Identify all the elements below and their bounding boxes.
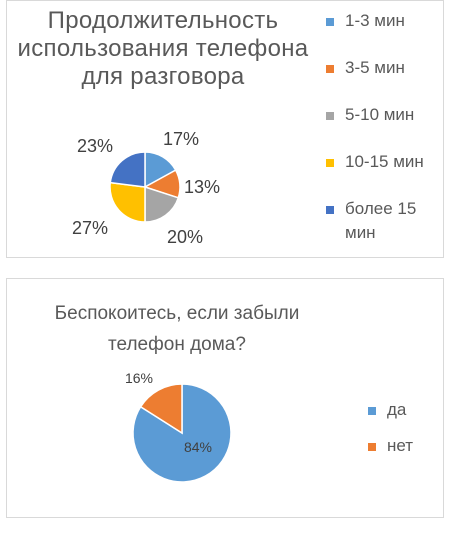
pie-slice: [139, 383, 183, 435]
chart-title: Беспокоитесь, если забыли телефон дома?: [54, 303, 300, 355]
data-label: 16%: [125, 370, 153, 386]
legend-item: более 15 мин: [326, 197, 442, 245]
pie-chart-forgot-phone: 84% 16%: [125, 370, 232, 483]
data-label: 20%: [167, 227, 203, 247]
legend-item: 10-15 мин: [326, 150, 442, 174]
pie-slice: [109, 181, 146, 223]
legend-swatch: [326, 18, 334, 26]
data-label: 84%: [184, 439, 212, 455]
pie-slice: [144, 185, 180, 223]
data-label: 23%: [77, 136, 113, 156]
data-label: 17%: [163, 129, 199, 149]
legend-swatch: [326, 206, 334, 214]
legend-swatch: [326, 112, 334, 120]
legend-label: более 15 мин: [345, 199, 417, 242]
legend-swatch: [326, 159, 334, 167]
chart-panel-forgot-phone: Беспокоитесь, если забыли телефон дома? …: [6, 278, 444, 518]
legend-item: нет: [368, 435, 413, 457]
chart-legend: 1-3 мин 3-5 мин 5-10 мин 10-15 мин более…: [326, 9, 442, 245]
legend-label: 1-3 мин: [345, 11, 405, 30]
data-label: 13%: [184, 177, 220, 197]
legend-item: 5-10 мин: [326, 103, 442, 127]
legend-label: да: [387, 400, 407, 419]
legend-item: 3-5 мин: [326, 56, 442, 80]
legend-item: 1-3 мин: [326, 9, 442, 33]
legend-label: нет: [387, 436, 414, 455]
legend-label: 5-10 мин: [345, 105, 415, 124]
legend-swatch: [368, 407, 376, 415]
chart-legend: да нет: [368, 399, 413, 471]
legend-label: 3-5 мин: [345, 58, 405, 77]
pie-chart-call-duration: 17% 13% 20% 27% 23%: [72, 129, 220, 247]
legend-label: 10-15 мин: [345, 152, 424, 171]
chart-title: Продолжительность использования телефона…: [17, 7, 309, 91]
legend-item: да: [368, 399, 413, 421]
pie-slice: [109, 151, 146, 188]
chart-panel-call-duration: Продолжительность использования телефона…: [6, 0, 444, 258]
legend-swatch: [368, 443, 376, 451]
data-label: 27%: [72, 218, 108, 238]
legend-swatch: [326, 65, 334, 73]
